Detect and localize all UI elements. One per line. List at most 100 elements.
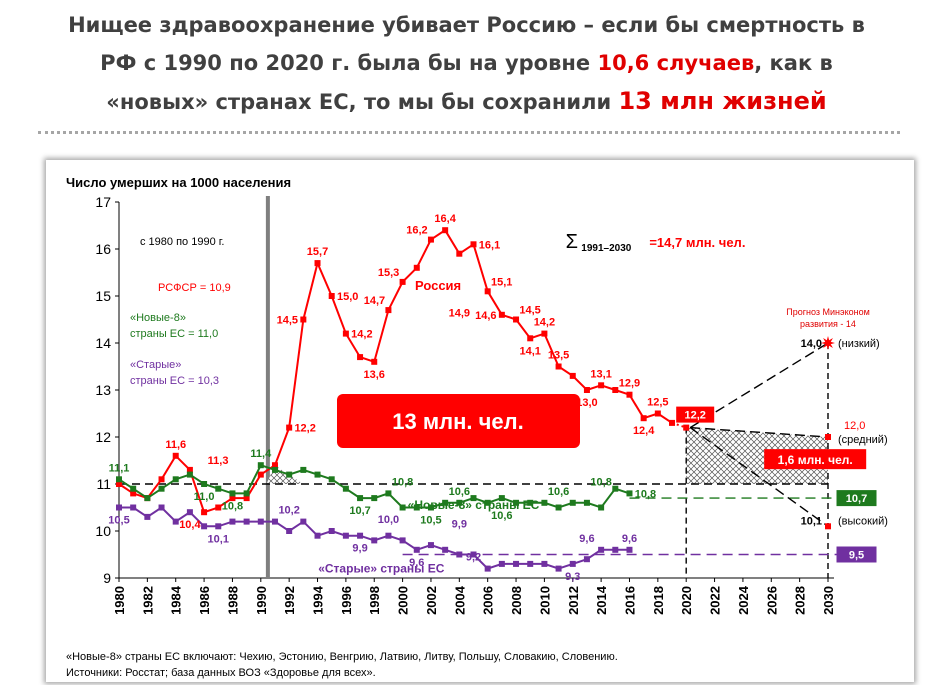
series-point-0 [215, 504, 222, 511]
headline-text-2: РФ с 1990 по 2020 г. была бы на уровне [100, 51, 598, 75]
series-point-1 [427, 504, 434, 511]
x-tick-label: 2012 [566, 586, 581, 615]
forecast-source-line-1: Прогноз Минэконом [786, 307, 870, 317]
x-tick-label: 1990 [254, 586, 269, 615]
data-label: 10,6 [491, 510, 512, 522]
x-tick-label: 2022 [708, 586, 723, 615]
data-label: 12,4 [633, 425, 655, 437]
data-label: 11,0 [194, 491, 215, 503]
series-point-2 [286, 528, 293, 534]
series-point-2 [470, 551, 477, 558]
series-point-1 [342, 485, 349, 492]
data-label: 11,4 [250, 448, 272, 460]
series-point-0 [357, 354, 364, 361]
series-point-1 [271, 466, 278, 473]
series-point-0 [654, 410, 661, 417]
gap-badge [764, 449, 867, 470]
forecast-high-value: 10,1 [801, 515, 822, 527]
series-point-0 [612, 387, 619, 393]
series-point-1 [456, 499, 463, 506]
series-point-1 [300, 466, 307, 473]
data-label: 13,5 [548, 350, 569, 362]
data-label: 12,5 [647, 397, 668, 409]
series-point-1 [484, 499, 491, 506]
series-point-2 [357, 532, 364, 539]
data-label: 14,9 [449, 308, 470, 320]
series-point-2 [612, 546, 619, 553]
data-label: 10,7 [349, 505, 370, 517]
series-point-1 [314, 471, 321, 478]
x-tick-label: 1982 [140, 586, 155, 615]
series-point-2 [527, 560, 534, 567]
data-label: 13,6 [364, 369, 385, 381]
data-label: 16,1 [479, 239, 500, 251]
series-point-0 [186, 466, 193, 473]
data-label: 14,6 [475, 310, 496, 322]
big-box-label: 13 млн. чел. [392, 409, 523, 434]
data-label: 11,3 [208, 455, 229, 467]
big-box [337, 394, 580, 448]
hatched-forecast-area [686, 427, 828, 484]
sum-subscript: 1991–2030 [581, 243, 631, 254]
data-label: 9,3 [565, 571, 580, 583]
series-point-0 [371, 358, 378, 365]
series-point-1 [158, 485, 165, 492]
series-point-2 [243, 518, 250, 525]
old-series-label: «Старые» страны ЕС [318, 562, 445, 576]
data-label: 10,2 [278, 505, 299, 517]
data-label: 9,2 [466, 552, 481, 564]
mortality-chart: Число умерших на 1000 населения 9 10 11 12 13… [66, 175, 888, 679]
footnote-1: «Новые-8» страны ЕС включают: Чехию, Эст… [66, 651, 618, 663]
forecast-high-point [825, 523, 831, 530]
x-tick-label: 1996 [339, 586, 354, 615]
old-note-line-2: страны ЕС = 10,3 [130, 375, 219, 387]
series-point-2 [314, 532, 321, 539]
series-point-0 [243, 495, 250, 502]
data-label: 10,8 [590, 476, 611, 488]
headline-text-1: Нищее здравоохранение убивает Россию – е… [68, 13, 865, 37]
forecast-source-line-2: развития - 14 [800, 319, 856, 329]
new8-series-label: «Новые-8» страны ЕС [408, 498, 540, 512]
series-point-1 [555, 504, 562, 511]
series-point-0 [413, 264, 420, 271]
x-tick-label: 2004 [452, 585, 467, 615]
series-point-0 [541, 330, 548, 337]
x-tick-label: 2002 [424, 586, 439, 615]
x-tick-label: 1994 [311, 585, 326, 615]
data-label: 14,5 [519, 305, 540, 317]
new8-note-line-1: «Новые-8» [130, 312, 186, 324]
russia-series-label: Россия [415, 278, 461, 293]
data-label: 14,2 [534, 317, 555, 329]
x-tick-label: 2026 [764, 586, 779, 615]
series-point-1 [243, 490, 250, 497]
data-label: 10,5 [108, 515, 129, 527]
reference-badge-1 [836, 546, 877, 563]
series-point-0 [399, 278, 406, 285]
series-point-1 [626, 490, 633, 497]
series-point-0 [271, 462, 278, 469]
series-point-2 [271, 518, 278, 525]
series-point-2 [427, 542, 434, 549]
forecast-low-star [821, 336, 835, 350]
series-point-2 [342, 532, 349, 539]
series-point-1 [399, 504, 406, 511]
series-point-0 [257, 471, 264, 478]
sum-value: =14,7 млн. чел. [649, 235, 745, 250]
series-point-1 [201, 481, 208, 487]
series-point-0 [116, 481, 122, 487]
reference-badge-label-1: 9,5 [849, 550, 864, 562]
y-tick-label: 14 [95, 335, 111, 351]
series-point-1 [470, 495, 477, 502]
data-label: 10,0 [378, 514, 399, 526]
x-tick-label: 2024 [736, 585, 751, 615]
y-tick-label: 9 [103, 570, 111, 586]
headline-line-1: Нищее здравоохранение убивает Россию – е… [0, 6, 933, 44]
series-point-0 [583, 387, 590, 393]
series-point-2 [158, 504, 165, 511]
data-label: 10,8 [222, 500, 243, 512]
series-point-0 [569, 372, 576, 379]
forecast-mid-note: (средний) [838, 434, 888, 446]
sum-symbol: Σ [566, 231, 578, 253]
data-label: 9,6 [409, 557, 424, 569]
reference-badge-label-0: 10,7 [846, 493, 867, 505]
